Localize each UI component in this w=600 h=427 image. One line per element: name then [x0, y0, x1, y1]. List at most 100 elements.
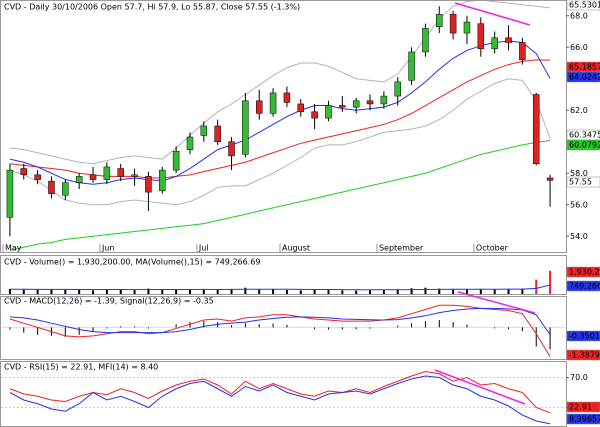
trend-line: [434, 369, 526, 405]
candle-body: [131, 174, 138, 177]
series-line: [9, 78, 551, 206]
volume-bar: [216, 289, 219, 294]
x-tick-label: May: [5, 244, 22, 253]
candle-body: [546, 177, 554, 181]
value-label-box: [566, 349, 600, 361]
trend-line: [457, 291, 536, 314]
y-tick-label: 56.0: [570, 200, 588, 209]
volume-bar: [452, 289, 455, 294]
value-label-box: [566, 139, 600, 151]
candle-body: [505, 37, 512, 43]
volume-bar: [119, 289, 122, 294]
candle-body: [436, 13, 443, 28]
y-tick-label: 62.0: [570, 106, 588, 115]
y-tick-label: 66.0: [570, 43, 588, 52]
volume-bar: [327, 290, 330, 294]
series-line: [9, 140, 551, 251]
value-label-box: [566, 401, 600, 413]
x-tick-label: August: [282, 244, 310, 253]
series-line: [9, 59, 551, 179]
value-label-box: [566, 266, 600, 278]
value-label-box: [566, 176, 600, 188]
value-label: 60.3475: [569, 131, 600, 140]
series-line: [9, 307, 551, 336]
volume-bar: [424, 287, 427, 294]
series-line: [9, 40, 551, 185]
x-tick-label: Jul: [198, 244, 209, 253]
volume-bar: [272, 289, 275, 294]
value-label: 64.0242: [569, 73, 600, 82]
volume-bar: [92, 290, 95, 294]
volume-bar: [313, 289, 316, 294]
volume-panel-frame: [0, 255, 567, 295]
candle-body: [297, 103, 305, 113]
rsi-title: CVD - RSI(15) = 22.91, MFI(14) = 8.40: [4, 363, 158, 372]
volume-bar: [285, 290, 288, 294]
macd-title: CVD - MACD(12,26) = -1.39, Signal(12,26,…: [4, 297, 214, 306]
candle-body: [325, 105, 332, 119]
y-tick-label: 68.0: [570, 11, 588, 20]
value-label-box: [566, 280, 600, 292]
value-label: -0.35011: [569, 332, 600, 341]
candle-body: [214, 125, 221, 142]
candle-body: [159, 169, 166, 191]
price-panel-frame: [0, 0, 567, 253]
candle-body: [532, 94, 540, 165]
value-label: 8.39657: [569, 415, 600, 424]
value-label: 60.0792: [569, 141, 600, 150]
volume-bar: [396, 288, 399, 294]
volume-bar: [8, 288, 11, 294]
trend-line: [454, 2, 531, 26]
series-line: [9, 375, 551, 425]
volume-bar: [438, 288, 441, 294]
candle-body: [491, 37, 498, 50]
value-label: -1.38796: [569, 351, 600, 360]
candle-body: [145, 176, 152, 193]
volume-bar: [230, 288, 233, 294]
candle-body: [283, 92, 291, 103]
candle-body: [352, 100, 360, 108]
candle-body: [269, 92, 277, 114]
panel: [8, 270, 552, 294]
candle-body: [48, 180, 55, 194]
candle-body: [200, 125, 208, 136]
candle-body: [103, 166, 111, 180]
candle-body: [172, 150, 180, 171]
volume-bar: [147, 288, 150, 294]
price-title: CVD - Daily 30/10/2006 Open 57.7, Hi 57.…: [4, 3, 300, 12]
volume-bar: [105, 289, 108, 294]
candle-body: [408, 51, 415, 81]
volume-bar: [465, 289, 468, 294]
candle-body: [242, 100, 249, 155]
candle-body: [380, 95, 388, 105]
volume-bar: [549, 270, 552, 294]
value-label: 65.5301: [569, 1, 600, 10]
volume-bar: [175, 289, 178, 294]
volume-bar: [369, 290, 372, 294]
candle-body: [186, 136, 194, 150]
candle-body: [449, 13, 457, 34]
volume-bar: [50, 289, 53, 294]
volume-bar: [299, 290, 302, 294]
volume-bar: [535, 279, 538, 294]
candle-body: [89, 174, 97, 180]
value-label-box: [566, 413, 600, 425]
value-label-box: [566, 0, 600, 11]
candle-body: [34, 174, 41, 180]
macd-panel-frame: [0, 296, 567, 360]
value-label-box: [566, 71, 600, 83]
x-tick-label: October: [476, 244, 509, 253]
volume-bar: [521, 288, 524, 294]
y-tick-label: 54.0: [570, 232, 588, 241]
candle-body: [6, 169, 14, 218]
y-tick-label: 58.0: [570, 169, 588, 178]
volume-bar: [202, 289, 205, 294]
volume-bar: [479, 288, 482, 294]
series-line: [9, 284, 551, 291]
value-label-box: [566, 330, 600, 342]
volume-bar: [244, 287, 247, 294]
candle-body: [339, 105, 346, 108]
